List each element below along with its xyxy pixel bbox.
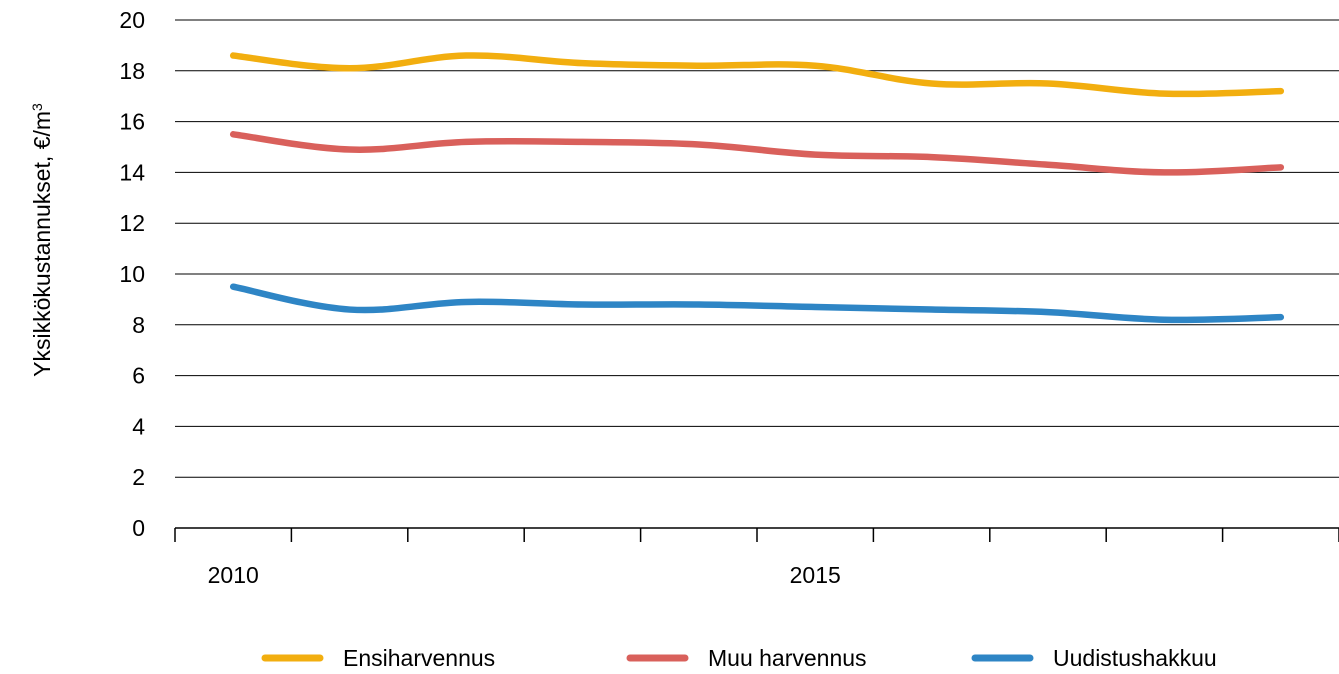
series-line	[233, 134, 1281, 172]
legend-item: Uudistushakkuu	[975, 645, 1217, 669]
series-lines	[233, 55, 1281, 319]
y-tick-label: 18	[119, 58, 145, 84]
x-tick-label: 2010	[208, 562, 259, 588]
y-tick-label: 20	[119, 7, 145, 33]
series-line	[233, 287, 1281, 320]
series-muu-harvennus	[233, 134, 1281, 172]
gridlines	[175, 20, 1339, 477]
legend-item: Ensiharvennus	[265, 645, 495, 669]
legend: Ensiharvennus Muu harvennus Uudistushakkuu	[265, 645, 1217, 669]
legend-item: Muu harvennus	[630, 645, 867, 669]
y-axis-title: Yksikkökustannukset, €/m3	[29, 103, 55, 377]
legend-label: Ensiharvennus	[343, 645, 495, 669]
y-tick-label: 16	[119, 109, 145, 135]
y-tick-label: 4	[132, 413, 145, 439]
y-tick-label: 14	[119, 159, 145, 185]
legend-label: Uudistushakkuu	[1053, 645, 1217, 669]
series-line	[233, 55, 1281, 94]
y-tick-label: 8	[132, 312, 145, 338]
y-axis-title-superscript: 3	[29, 103, 45, 111]
y-tick-label: 6	[132, 363, 145, 389]
y-tick-label: 2	[132, 464, 145, 490]
axes	[175, 528, 1339, 542]
legend-label: Muu harvennus	[708, 645, 867, 669]
x-tick-labels: 2010 2015	[208, 562, 841, 588]
series-uudistushakkuu	[233, 287, 1281, 320]
x-tick-label: 2015	[790, 562, 841, 588]
y-tick-label: 12	[119, 210, 145, 236]
y-tick-label: 10	[119, 261, 145, 287]
y-tick-label: 0	[132, 515, 145, 541]
y-tick-labels: 0 2 4 6 8 10 12 14 16 18 20	[119, 7, 145, 541]
series-ensiharvennus	[233, 55, 1281, 94]
